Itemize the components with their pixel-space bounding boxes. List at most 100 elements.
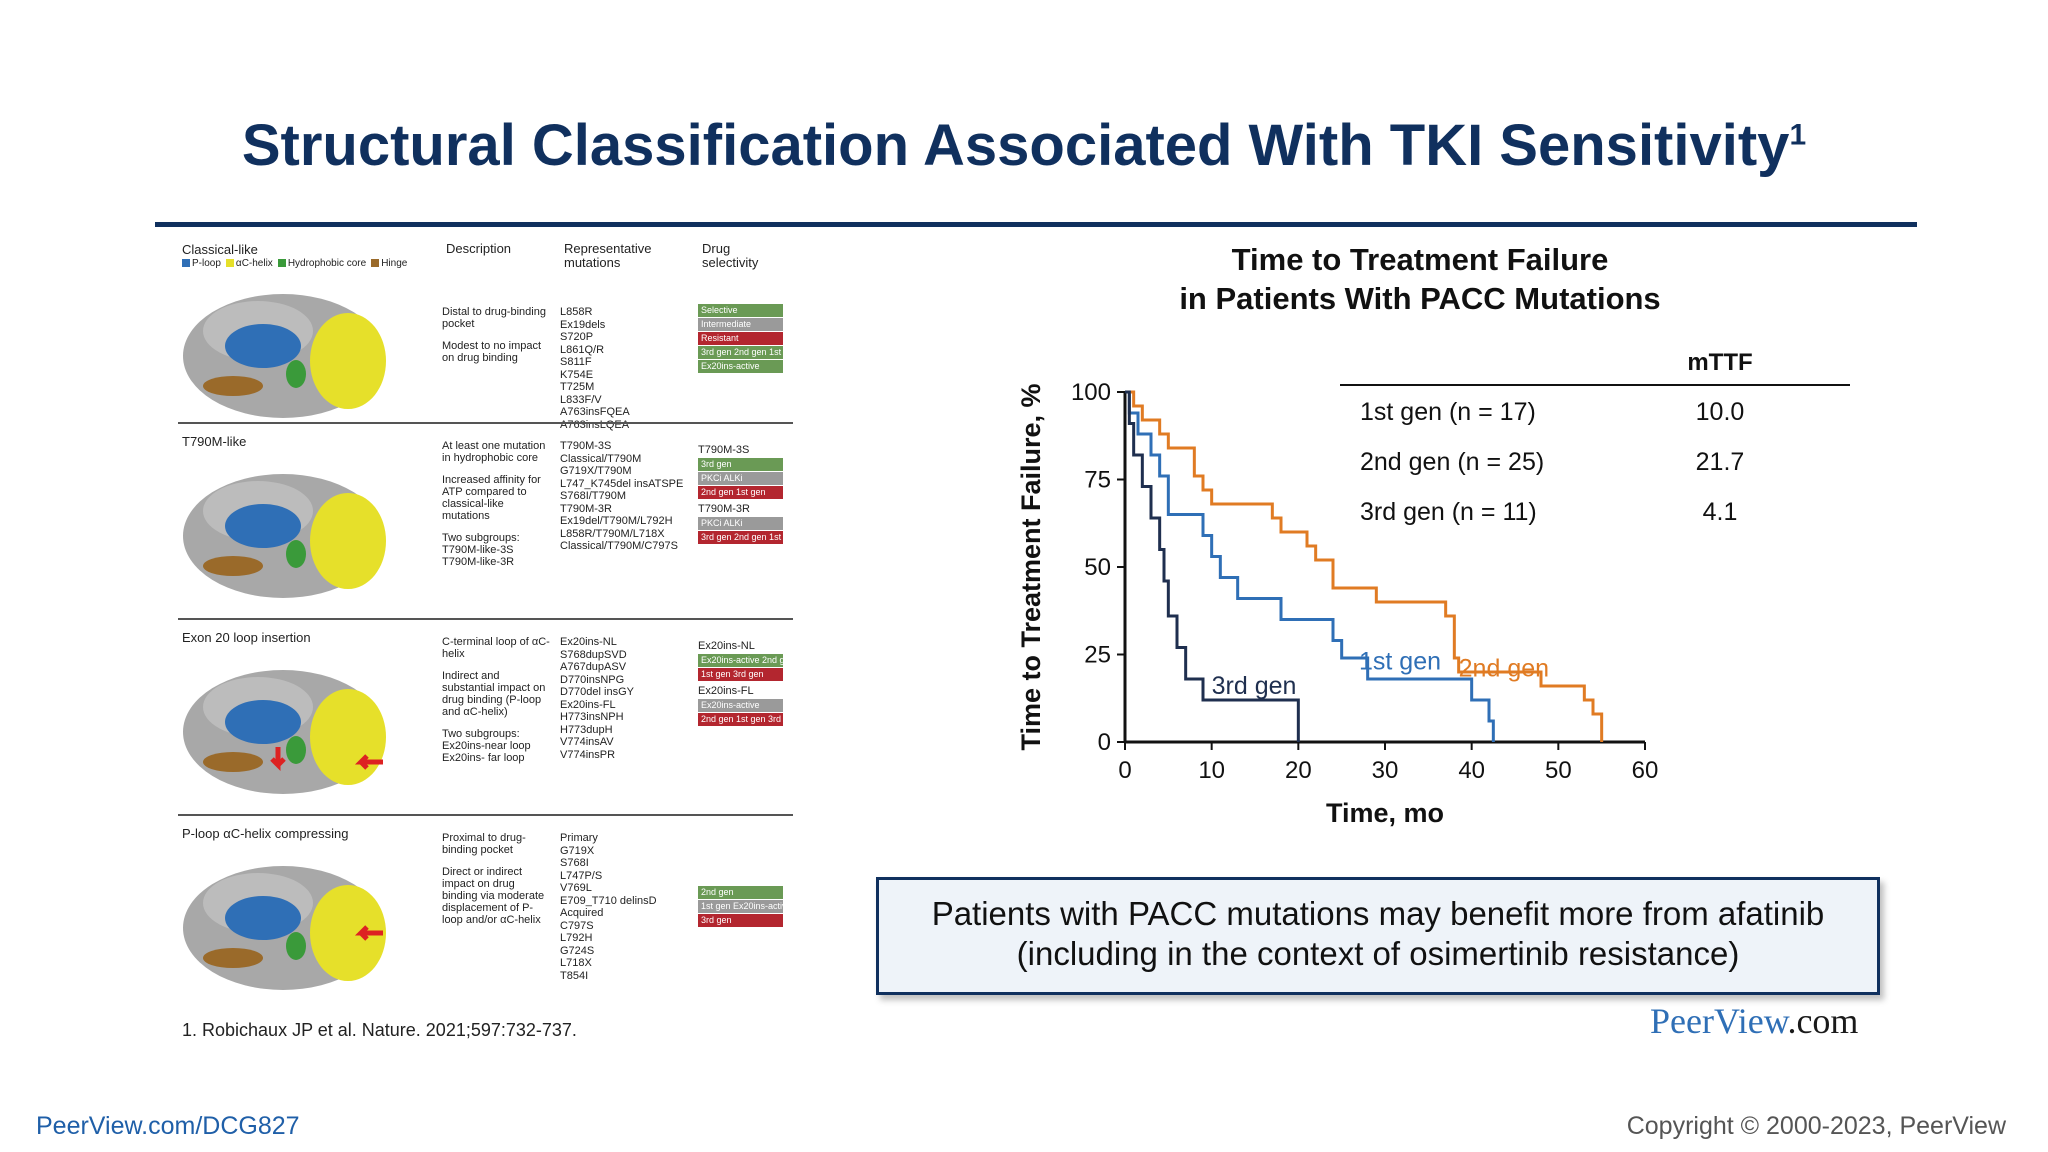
- mutation-label: S768I/T790M: [560, 490, 627, 502]
- mutation-label: V774insAV: [560, 736, 614, 748]
- mutation-label: Classical/T790M/C797S: [560, 540, 678, 552]
- copyright: Copyright © 2000-2023, PeerView: [1626, 1112, 2006, 1140]
- panel-divider: [178, 422, 793, 424]
- mutation-label: Ex20ins-NL: [560, 636, 617, 648]
- mutation-label: G724S: [560, 944, 595, 957]
- mutation-label: C797S: [560, 919, 594, 932]
- legend-swatch: [182, 259, 190, 268]
- protein-structure-image: [183, 474, 386, 598]
- mutation-label: L718X: [560, 957, 592, 969]
- mutation-label: S720P: [560, 331, 594, 343]
- legend-swatch: [371, 259, 380, 268]
- mutation-label: G719X/T790M: [560, 465, 632, 477]
- title-rule: [155, 222, 1917, 227]
- drug-selectivity-tag: 1st gen Ex20ins-active: [698, 900, 783, 913]
- mutation-label: Acquired: [560, 907, 604, 919]
- mutation-label: H773dupH: [560, 723, 613, 736]
- drug-selectivity-tag: Ex20ins-FL: [698, 685, 754, 697]
- mutation-label: T790M-3R: [560, 502, 612, 515]
- panel-description: Distal to drug-binding pocket Modest to n…: [442, 306, 552, 374]
- km-curve-3rd-gen: [1125, 390, 1300, 742]
- description-text: Modest to no impact on drug binding: [442, 340, 542, 364]
- mutation-label: G719X: [560, 844, 595, 857]
- drug-selectivity-tag: T790M-3S: [698, 444, 750, 456]
- panel-mutations: T790M-3S Classical/T790M G719X/T790M L747_K…: [560, 440, 700, 553]
- panel-description: C-terminal loop of αC-helix Indirect and …: [442, 636, 552, 774]
- mutation-label: T725M: [560, 381, 595, 393]
- table-row-value: 10.0: [1696, 398, 1745, 426]
- legend-item: Hinge: [371, 258, 407, 269]
- mutation-label: L858R: [560, 306, 593, 318]
- x-tick-label: 10: [1198, 757, 1225, 784]
- description-text: Distal to drug-binding pocket: [442, 306, 546, 330]
- protein-structure-image: [183, 294, 386, 418]
- drug-selectivity-tag: 2nd gen 1st gen: [698, 486, 783, 499]
- drug-selectivity-tag: T790M-3R: [698, 503, 750, 515]
- legend-item: αC-helix: [225, 258, 273, 269]
- description-text: Increased affinity for ATP compared to c…: [442, 474, 541, 522]
- table-header: mTTF: [1687, 350, 1752, 376]
- peerview-logo: PeerView.com: [1650, 1001, 1859, 1041]
- mutation-label: S811F: [560, 356, 592, 368]
- panel-divider: [178, 814, 793, 816]
- drug-selectivity-tag: Resistant: [698, 332, 783, 345]
- table-row-label: 1st gen (n = 17): [1360, 398, 1536, 426]
- description-text: Two subgroups: Ex20ins-near loop Ex20ins…: [442, 728, 531, 764]
- drug-selectivity-tag: Selective: [698, 304, 783, 317]
- mutation-label: V769L: [560, 882, 592, 894]
- drug-selectivity-tag: PKCi ALKi: [698, 517, 783, 530]
- legend-swatch: [225, 259, 234, 268]
- panel-mutations: L858R Ex19dels S720P L861Q/R S811F K754E T725M…: [560, 306, 700, 431]
- y-tick-label: 50: [1084, 554, 1111, 581]
- x-tick-label: 40: [1458, 757, 1485, 784]
- mutation-label: L858R/T790M/L718X: [560, 527, 665, 540]
- mutation-label: A763insLQEA: [560, 418, 630, 431]
- panel-0: Classical-like P-loop αC-helix Hydrophobic …: [178, 236, 793, 431]
- mutation-label: A763insFQEA: [560, 406, 630, 418]
- structure-legend: P-loop αC-helix Hydrophobic core Hinge: [182, 258, 412, 271]
- mutation-label: Ex19del/T790M/L792H: [560, 515, 673, 527]
- drug-selectivity-tag: Ex20ins-NL: [698, 640, 755, 652]
- mutation-label: S768I: [560, 857, 589, 869]
- mutation-label: Classical/T790M: [560, 452, 642, 465]
- km-curve-1st-gen: [1125, 390, 1495, 742]
- callout-box: Patients with PACC mutations may benefit…: [876, 877, 1880, 995]
- mutation-label: Ex20ins-FL: [560, 698, 616, 711]
- footer-link[interactable]: PeerView.com/DCG827: [36, 1112, 300, 1140]
- drug-selectivity-tag: Ex20ins-active: [698, 699, 783, 712]
- x-tick-label: 50: [1545, 757, 1572, 784]
- mutation-label: T790M-3S: [560, 440, 612, 452]
- panel-description: Proximal to drug-binding pocket Direct or…: [442, 832, 552, 936]
- curve-label: 1st gen: [1359, 648, 1441, 676]
- mutation-label: H773insNPH: [560, 711, 624, 723]
- km-curve-2nd-gen: [1125, 390, 1604, 742]
- drug-selectivity-tag: 3rd gen: [698, 458, 783, 471]
- y-tick-label: 0: [1098, 729, 1111, 756]
- panel-drug-selectivity: 2nd gen 1st gen Ex20ins-active 3rd gen: [698, 886, 783, 928]
- legend-item: Hydrophobic core: [277, 258, 366, 269]
- panel-mutations: Ex20ins-NL S768dupSVD A767dupASV D770insNPG…: [560, 636, 700, 761]
- drug-selectivity-tag: Ex20ins-active 2nd gen: [698, 654, 783, 667]
- table-row-label: 3rd gen (n = 11): [1360, 498, 1537, 526]
- y-tick-label: 75: [1084, 467, 1111, 494]
- table-row-value: 4.1: [1703, 498, 1738, 526]
- mutation-label: A767dupASV: [560, 661, 627, 673]
- drug-selectivity-tag: 3rd gen 2nd gen 1st gen: [698, 531, 783, 544]
- mutation-label: L747P/S: [560, 869, 603, 882]
- drug-selectivity-tag: 3rd gen: [698, 914, 783, 927]
- description-text: Indirect and substantial impact on drug …: [442, 670, 546, 718]
- mutation-label: L861Q/R: [560, 343, 605, 356]
- panel-title: P-loop αC-helix compressing: [182, 826, 349, 841]
- x-tick-label: 30: [1372, 757, 1399, 784]
- description-text: Proximal to drug-binding pocket: [442, 832, 526, 856]
- structural-classification-figure: Description Representative mutations Dru…: [178, 236, 793, 1016]
- panel-description: At least one mutation in hydrophobic cor…: [442, 440, 552, 578]
- drug-selectivity-tag: Intermediate: [698, 318, 783, 331]
- slide-title: Structural Classification Associated Wit…: [241, 113, 1807, 178]
- table-row-label: 2nd gen (n = 25): [1360, 448, 1544, 476]
- mutation-label: K754E: [560, 368, 594, 381]
- mutation-label: E709_T710 delinsD: [560, 894, 657, 907]
- ttf-chart: 0 10 20 30 40 50 60 0 25 50 75 100 Time, mo Time to T…: [1016, 350, 1850, 828]
- header-drug: Drug selectivity: [702, 241, 759, 270]
